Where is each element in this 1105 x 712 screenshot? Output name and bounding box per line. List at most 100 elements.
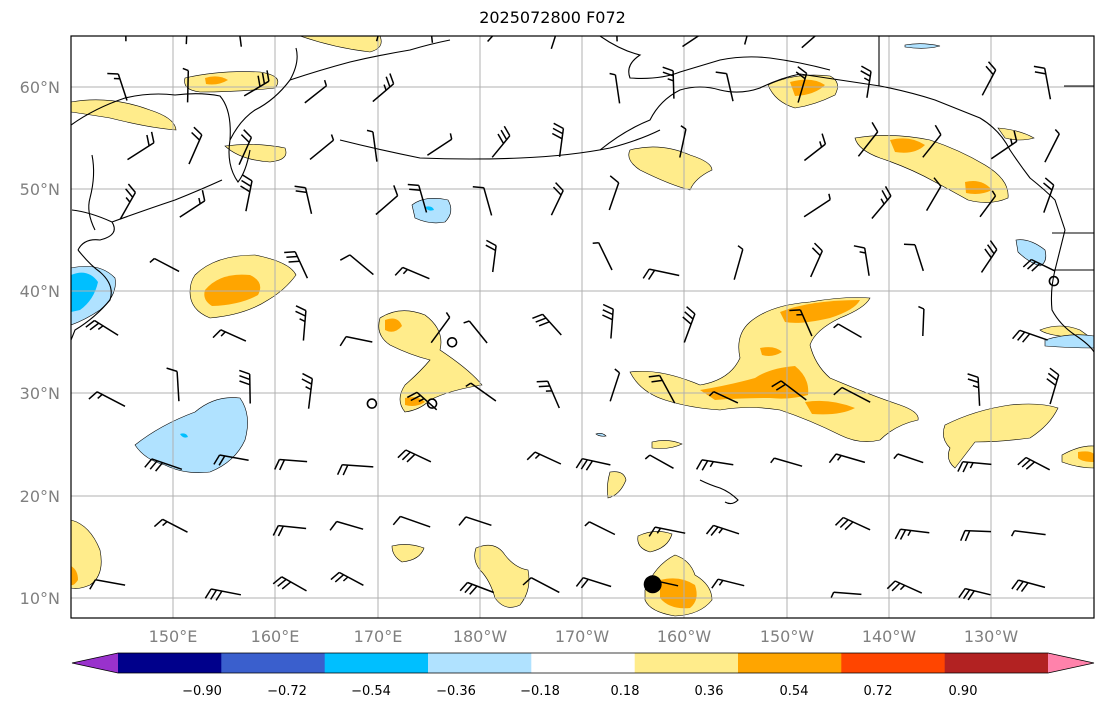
map-title: 2025072800 F072: [479, 8, 626, 27]
anomaly-region: [71, 99, 177, 131]
wind-barb: [770, 457, 803, 467]
anomaly-core: [965, 181, 992, 194]
wind-barb: [88, 391, 126, 407]
wind-barb: [339, 254, 374, 276]
wind-barb: [609, 72, 621, 104]
wind-barb: [144, 458, 183, 472]
colorbar-segment: [841, 653, 946, 673]
wind-barb: [980, 240, 998, 273]
wind-barb: [239, 36, 243, 47]
wind-barb: [550, 182, 564, 216]
coastline-kamchatka: [228, 139, 251, 183]
colorbar-extend-max: [1048, 653, 1094, 673]
wind-barb: [801, 36, 817, 49]
wind-barb: [487, 36, 494, 43]
colorbar-tick-label: −0.72: [267, 684, 307, 699]
anomaly-core: [204, 274, 261, 306]
calm-circle: [446, 336, 458, 348]
anomaly-region: [299, 36, 382, 53]
colorbar-segment: [634, 653, 739, 673]
wind-barb: [810, 242, 823, 278]
colorbar-segment: [531, 653, 636, 673]
colorbar-segment: [324, 653, 429, 673]
anomaly-region: [71, 519, 102, 589]
wind-barb: [616, 36, 618, 42]
anomaly-core: [790, 79, 825, 96]
wind-barb: [575, 457, 611, 471]
colorbar-tick-label: −0.36: [436, 684, 476, 699]
wind-barb: [711, 578, 745, 589]
wind-barb: [602, 303, 614, 339]
wind-barb: [682, 306, 696, 343]
wind-barb: [463, 320, 488, 344]
wind-barb: [834, 516, 871, 531]
wind-barb: [1043, 177, 1055, 213]
graticule: [71, 36, 1094, 618]
lon-label: 180°W: [453, 627, 508, 646]
wind-barb: [979, 190, 997, 218]
anomaly-region: [943, 403, 1059, 469]
anomaly-core: [890, 138, 925, 153]
wind-barb: [397, 449, 432, 463]
wind-barb: [771, 380, 807, 401]
wind-barb: [426, 133, 453, 156]
wind-barb: [967, 373, 981, 406]
anomaly-core: [700, 366, 809, 400]
colorbar-tick-label: 0.90: [949, 684, 978, 699]
anomaly-region: [607, 471, 627, 499]
wind-barb: [522, 577, 560, 594]
wind-barb: [430, 36, 434, 43]
wind-barb: [153, 518, 188, 533]
wind-barb: [958, 587, 991, 601]
wind-barb: [274, 458, 308, 471]
wind-barb: [284, 251, 309, 279]
wind-barb: [662, 66, 675, 99]
wind-barb: [149, 257, 180, 273]
wind-barb: [238, 129, 253, 166]
wind-barb: [339, 335, 373, 347]
wind-barb: [392, 515, 431, 528]
wind-barb: [803, 193, 831, 218]
map-frame: [70, 35, 1095, 619]
anomaly-region: [904, 43, 941, 49]
wind-barb: [526, 451, 562, 465]
calm-circle: [426, 398, 438, 409]
wind-barb: [532, 313, 562, 336]
wind-barb: [830, 591, 862, 598]
wind-barb: [213, 454, 249, 466]
lat-label: 40°N: [20, 282, 60, 301]
wind-barb: [682, 36, 700, 48]
anomaly-region: [651, 440, 683, 449]
wind-barb: [957, 461, 992, 473]
wind-barb: [853, 245, 870, 276]
wind-barb: [240, 174, 253, 212]
anomaly-core: [205, 76, 228, 85]
anomaly-region: [224, 144, 287, 163]
wind-barb: [789, 309, 813, 337]
lon-label: 160°W: [657, 627, 712, 646]
wind-barb: [294, 185, 313, 214]
wind-barb: [960, 529, 992, 542]
anomaly-region: [637, 531, 673, 553]
anomaly-core: [71, 566, 78, 586]
wind-barb: [679, 125, 687, 158]
wind-barb: [1033, 65, 1052, 100]
anomaly-core: [425, 206, 434, 211]
colorbar-segment: [738, 653, 842, 673]
wind-barb: [430, 311, 451, 344]
wind-barb: [592, 241, 613, 271]
colorbar-tick-label: −0.90: [182, 684, 222, 699]
wind-barb: [871, 186, 892, 219]
lat-label: 50°N: [20, 180, 60, 199]
wind-barb: [89, 579, 126, 590]
wind-barb: [185, 36, 188, 45]
wind-barb: [465, 382, 497, 402]
wind-barb: [336, 463, 374, 476]
colorbar-outline: [71, 652, 1095, 674]
wind-barb: [886, 580, 923, 594]
wind-barb: [894, 528, 930, 540]
wind-barb: [584, 521, 616, 536]
anomaly-region: [391, 544, 425, 563]
wind-barb: [272, 576, 307, 592]
